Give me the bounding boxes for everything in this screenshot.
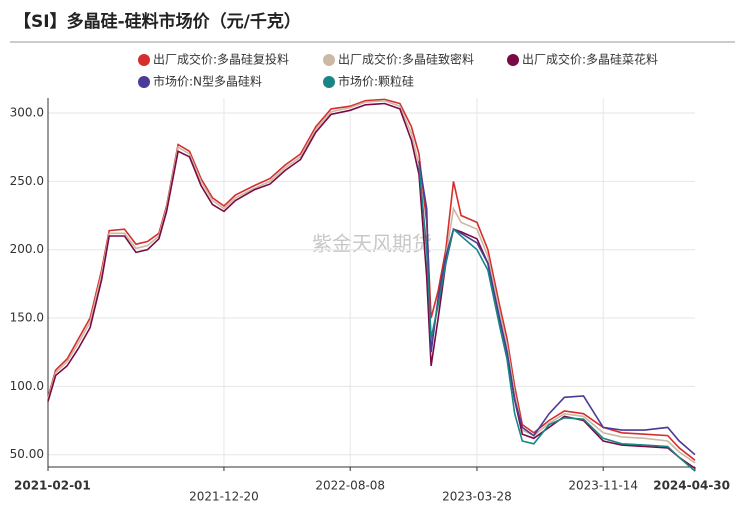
x-tick-label: 2023-03-28: [442, 490, 512, 504]
legend-label: 出厂成交价:多晶硅复投料: [153, 52, 289, 67]
y-tick-label: 250.0: [10, 174, 44, 188]
y-tick-label: 200.0: [10, 242, 44, 256]
chart-title: 【SI】多晶硅-硅料市场价（元/千克）: [14, 11, 301, 32]
watermark: 紫金天风期货: [312, 232, 432, 256]
legend-label: 市场价:N型多晶硅料: [153, 74, 262, 89]
series-line: [418, 164, 696, 472]
legend-marker: [507, 54, 519, 66]
legend-label: 出厂成交价:多晶硅菜花料: [522, 52, 658, 67]
legend-label: 市场价:颗粒硅: [338, 74, 414, 89]
y-tick-label: 150.0: [10, 311, 44, 325]
legend-marker: [323, 54, 335, 66]
y-tick-label: 100.0: [10, 379, 44, 393]
series-line: [47, 98, 696, 461]
series-line: [47, 99, 696, 464]
series-line: [47, 102, 696, 470]
y-tick-label: 300.0: [10, 106, 44, 120]
legend-marker: [138, 76, 150, 88]
legend-label: 出厂成交价:多晶硅致密料: [338, 52, 474, 67]
x-tick-label: 2021-12-20: [189, 490, 259, 504]
x-tick-label: 2022-08-08: [315, 479, 385, 493]
legend-marker: [138, 54, 150, 66]
y-tick-label: 50.00: [10, 447, 44, 461]
legend-marker: [323, 76, 335, 88]
x-tick-label: 2023-11-14: [568, 479, 638, 493]
x-tick-label: 2024-04-30: [653, 479, 730, 493]
series-line: [418, 160, 696, 456]
x-tick-label: 2021-02-01: [14, 479, 91, 493]
